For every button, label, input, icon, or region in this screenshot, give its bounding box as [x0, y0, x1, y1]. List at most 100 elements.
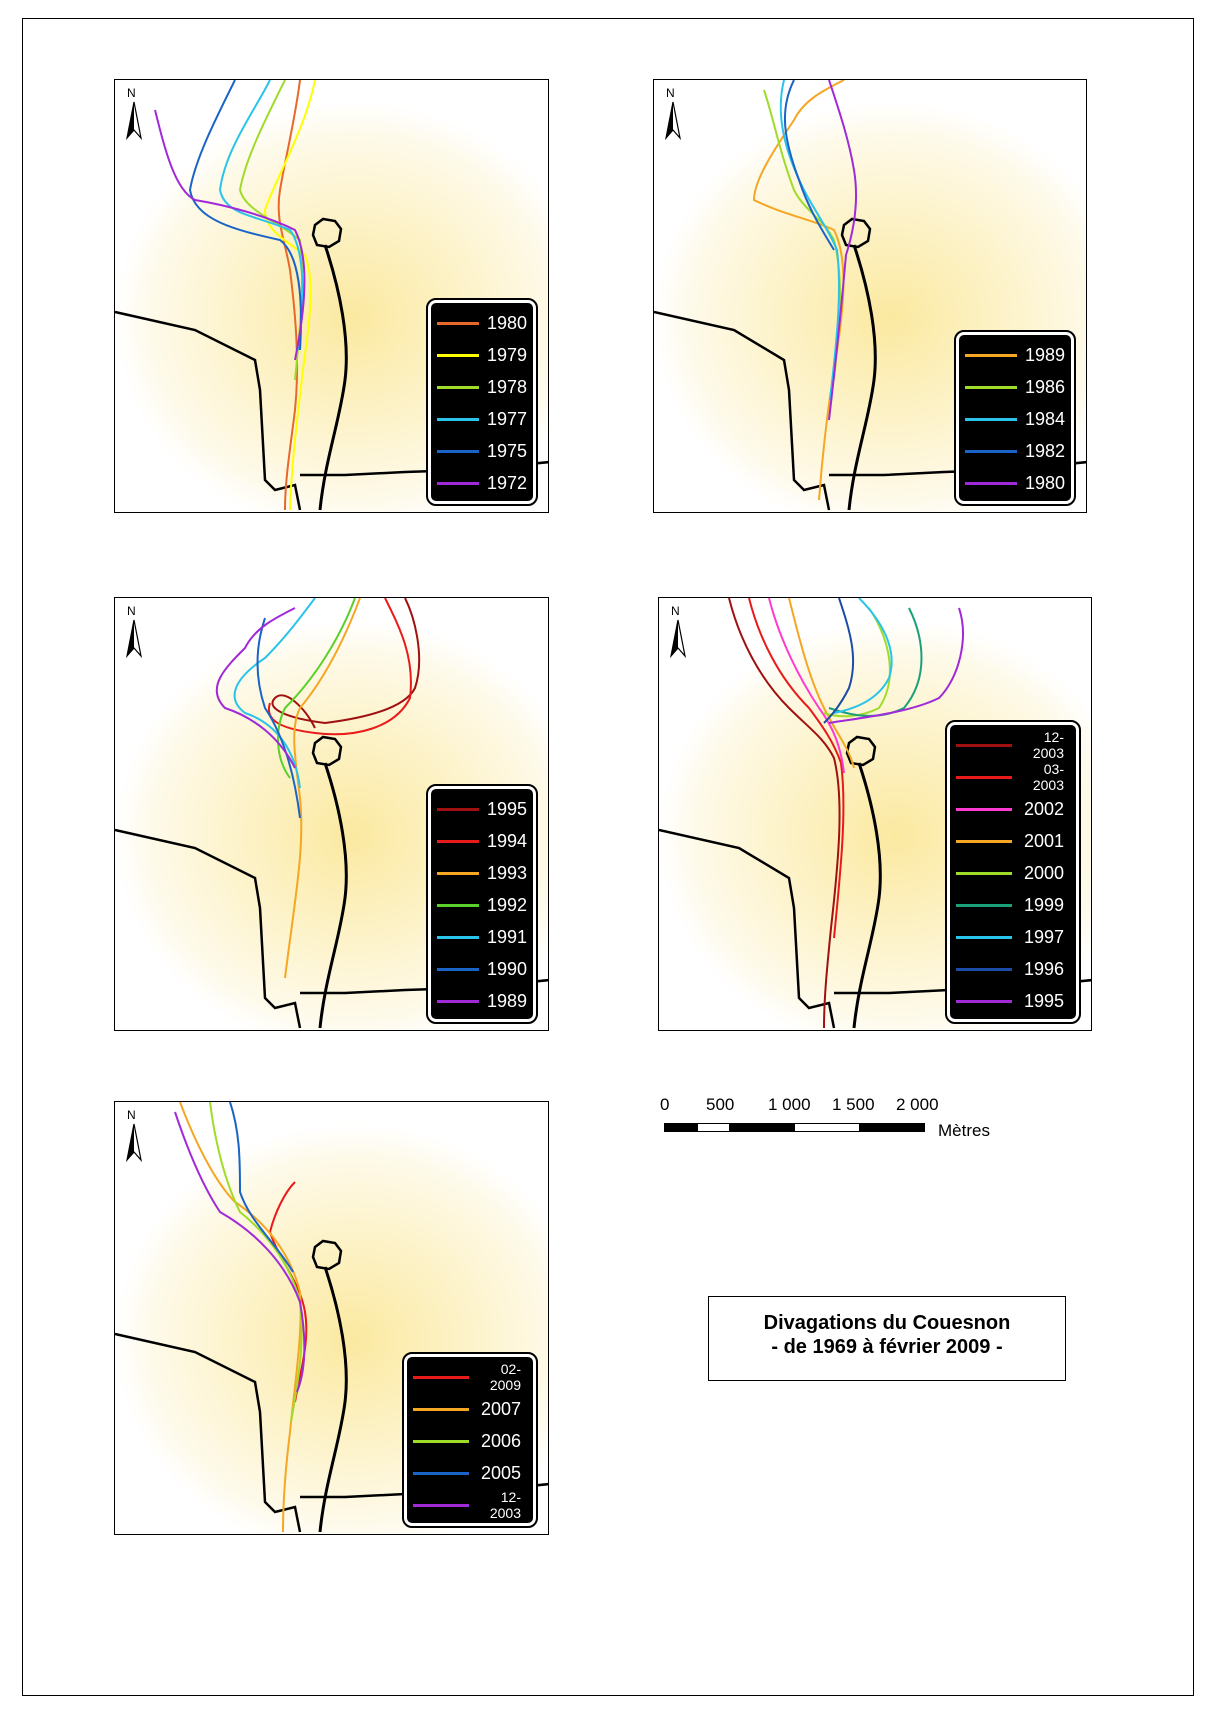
- dike-line: [654, 310, 831, 511]
- legend-label: 1991: [486, 926, 527, 947]
- scale-tick-500: 500: [706, 1095, 735, 1114]
- river-track-1994: [267, 598, 412, 736]
- river-track-1975: [188, 80, 302, 351]
- page-frame: [22, 18, 1194, 1696]
- map-panel-1: N 1980 1979 1978 1977 1975 1972: [114, 79, 549, 513]
- legend-swatch: [437, 321, 479, 325]
- legend-label: 2001: [1023, 830, 1064, 851]
- map-panel-3: N 1995 1994 1993 1992 1991 1990 1989: [114, 597, 549, 1031]
- legend-label: 1995: [486, 798, 527, 819]
- north-label: N: [666, 86, 675, 100]
- legend-row: 1997: [956, 921, 1070, 953]
- legend-row: 1977: [437, 403, 527, 435]
- river-tracks: [215, 598, 421, 979]
- title-box: Divagations du Couesnon - de 1969 à févr…: [708, 1296, 1066, 1381]
- legend-swatch: [413, 1407, 469, 1411]
- legend-row: 12-2003: [956, 729, 1070, 761]
- map-panel-4: N 12-2003 03-2003 2002 2001 2000 1999 1997 1996…: [658, 597, 1092, 1031]
- causeway-line: [318, 244, 348, 511]
- legend-row: 2000: [956, 857, 1070, 889]
- river-track-1989: [215, 607, 296, 769]
- river-track-1980: [828, 80, 857, 421]
- north-arrow: N: [667, 604, 689, 659]
- scale-segment: [697, 1123, 730, 1132]
- north-label: N: [671, 604, 680, 618]
- north-arrow: N: [662, 86, 684, 141]
- legend-row: 1978: [437, 371, 527, 403]
- north-arrow-icon: [664, 101, 682, 141]
- river-track-1980: [277, 80, 301, 511]
- legend-label: 1975: [486, 440, 527, 461]
- legend-row: 1990: [437, 953, 527, 985]
- legend-swatch: [437, 481, 479, 485]
- legend: 12-2003 03-2003 2002 2001 2000 1999 1997 1996 19…: [945, 720, 1081, 1024]
- legend-row: 1995: [956, 985, 1070, 1017]
- river-tracks: [752, 80, 857, 501]
- river-track-1991: [233, 598, 316, 789]
- legend-row: 1996: [956, 953, 1070, 985]
- river-track-1995: [828, 607, 964, 724]
- legend-swatch: [965, 385, 1017, 389]
- legend-row: 1984: [965, 403, 1065, 435]
- legend: 1995 1994 1993 1992 1991 1990 1989: [426, 784, 538, 1024]
- legend-row: 2001: [956, 825, 1070, 857]
- legend-swatch: [965, 417, 1017, 421]
- scale-bar: 0 500 1 000 1 500 2 000 Mètres: [660, 1095, 1060, 1145]
- scale-tick-2000: 2 000: [896, 1095, 939, 1114]
- legend-row: 12-2003: [413, 1489, 527, 1521]
- river-track-1995: [271, 598, 421, 729]
- legend-swatch: [956, 967, 1012, 971]
- legend-swatch: [956, 871, 1012, 875]
- legend-row: 2002: [956, 793, 1070, 825]
- map-4-svg: [659, 598, 1091, 1029]
- legend-row: 1991: [437, 921, 527, 953]
- legend-swatch: [413, 1439, 469, 1443]
- legend-label: 1999: [1023, 894, 1064, 915]
- river-track-2000: [823, 607, 891, 718]
- north-arrow-icon: [125, 619, 143, 659]
- legend-swatch: [413, 1471, 469, 1475]
- legend-row: 1999: [956, 889, 1070, 921]
- legend-label: 1980: [1024, 472, 1065, 493]
- legend-row: 03-2003: [956, 761, 1070, 793]
- legend-row: 1993: [437, 857, 527, 889]
- legend-swatch: [413, 1503, 469, 1507]
- legend-swatch: [956, 903, 1012, 907]
- title-line-2: - de 1969 à février 2009 -: [771, 1336, 1003, 1358]
- legend-row: 1980: [965, 467, 1065, 499]
- legend-label: 1993: [486, 862, 527, 883]
- legend-label: 1978: [486, 376, 527, 397]
- river-track-12-2003: [174, 1111, 306, 1393]
- river-track-1992: [277, 598, 356, 779]
- scale-tick-0: 0: [660, 1095, 670, 1114]
- scale-unit: Mètres: [938, 1121, 990, 1140]
- legend-swatch: [437, 999, 479, 1003]
- dike-line: [115, 1332, 302, 1533]
- legend-label: 2006: [480, 1430, 521, 1451]
- river-track-1977: [218, 80, 304, 351]
- legend-swatch: [956, 839, 1012, 843]
- legend-swatch: [437, 839, 479, 843]
- legend-label: 02-2009: [489, 1361, 521, 1393]
- legend: 02-2009 2007 2006 2005 12-2003: [402, 1352, 538, 1528]
- legend-swatch: [956, 935, 1012, 939]
- legend-row: 2007: [413, 1393, 527, 1425]
- legend-row: 1975: [437, 435, 527, 467]
- legend-label: 1986: [1024, 376, 1065, 397]
- causeway-line: [318, 762, 348, 1029]
- scale-segment: [664, 1123, 698, 1132]
- scale-segment: [859, 1123, 925, 1132]
- legend-swatch: [437, 967, 479, 971]
- scale-tick-1000: 1 000: [768, 1095, 811, 1114]
- river-track-2005: [229, 1102, 294, 1273]
- legend-row: 02-2009: [413, 1361, 527, 1393]
- causeway-line: [852, 762, 882, 1029]
- legend-label: 1995: [1023, 990, 1064, 1011]
- causeway-line: [847, 244, 877, 511]
- legend-swatch: [437, 417, 479, 421]
- map-2-svg: [654, 80, 1086, 511]
- river-track-1979: [263, 80, 316, 511]
- river-tracks: [154, 80, 316, 511]
- river-track-1999: [828, 607, 923, 717]
- legend-label: 1990: [486, 958, 527, 979]
